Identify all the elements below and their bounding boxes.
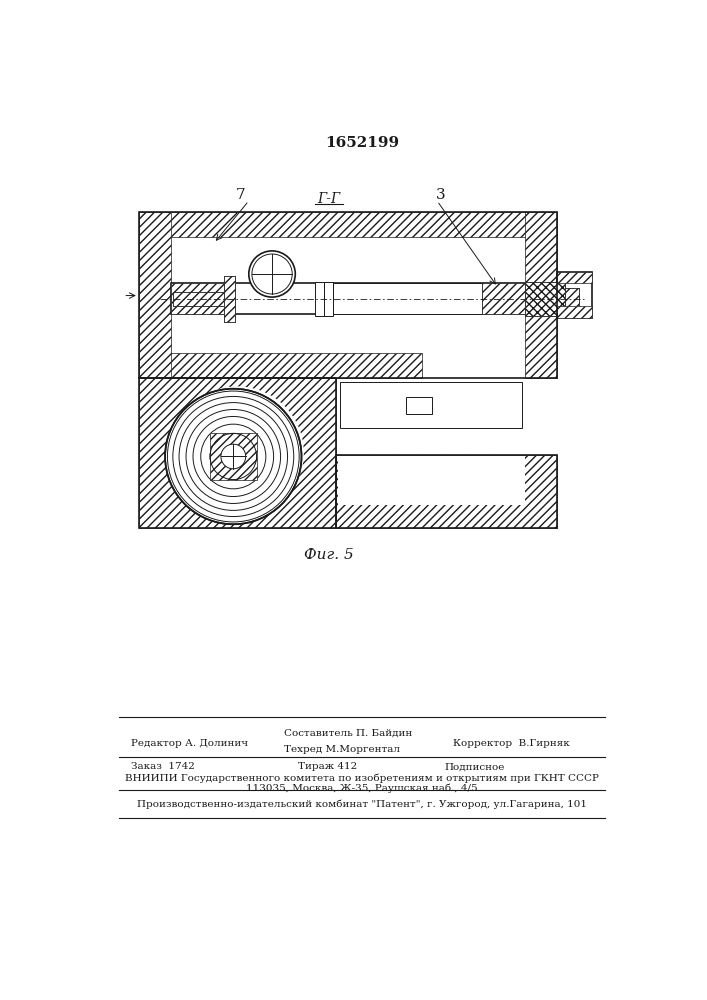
Bar (525, 282, 565, 316)
Circle shape (210, 433, 257, 480)
Bar (565, 288, 579, 309)
Bar (525, 282, 565, 316)
Text: Производственно-издательский комбинат "Патент", г. Ужгород, ул.Гагарина, 101: Производственно-издательский комбинат "П… (137, 799, 587, 809)
Text: Фиг. 5: Фиг. 5 (304, 548, 354, 562)
Bar (171, 283, 525, 314)
Bar (337, 455, 557, 528)
Bar (210, 433, 257, 480)
Circle shape (249, 251, 296, 297)
Text: ВНИИПИ Государственного комитета по изобретениям и открытиям при ГКНТ СССР: ВНИИПИ Государственного комитета по изоб… (125, 774, 599, 783)
Circle shape (252, 254, 292, 294)
Text: 113035, Москва, Ж-35, Раушская наб., 4/5: 113035, Москва, Ж-35, Раушская наб., 4/5 (246, 784, 478, 793)
Bar (333, 283, 482, 314)
Bar (139, 212, 557, 237)
Bar (173, 292, 224, 306)
Text: Тираж 412: Тираж 412 (298, 762, 357, 771)
Text: Заказ  1742: Заказ 1742 (131, 762, 195, 771)
Bar (171, 283, 224, 314)
Bar (139, 378, 337, 528)
Text: Техред М.Моргентал: Техред М.Моргентал (284, 745, 400, 754)
Text: Редактор А. Долинич: Редактор А. Долинич (131, 739, 248, 748)
Bar (525, 212, 557, 378)
Text: 7: 7 (236, 188, 246, 202)
Text: Подписное: Подписное (445, 762, 506, 771)
Bar (139, 212, 171, 378)
Text: Г-Г: Г-Г (317, 192, 340, 206)
Bar (482, 283, 525, 314)
Text: 1652199: 1652199 (325, 136, 399, 150)
Circle shape (165, 389, 301, 524)
Bar (324, 282, 333, 316)
Bar (315, 282, 324, 316)
Bar (565, 288, 579, 309)
Bar (557, 306, 592, 318)
Bar (224, 276, 235, 322)
Bar (557, 272, 592, 283)
Text: 3: 3 (436, 188, 446, 202)
Bar (224, 276, 235, 322)
Bar (139, 212, 557, 378)
Bar (340, 382, 522, 428)
Bar (139, 353, 421, 378)
Text: Составитель П. Байдин: Составитель П. Байдин (284, 729, 413, 738)
Bar (557, 272, 592, 318)
Bar (338, 456, 525, 505)
Circle shape (170, 386, 304, 519)
Bar (139, 378, 337, 528)
Bar (173, 292, 224, 306)
Bar (337, 455, 557, 528)
Text: Корректор  В.Гирняк: Корректор В.Гирняк (452, 739, 569, 748)
Bar (406, 397, 433, 414)
Circle shape (221, 444, 246, 469)
